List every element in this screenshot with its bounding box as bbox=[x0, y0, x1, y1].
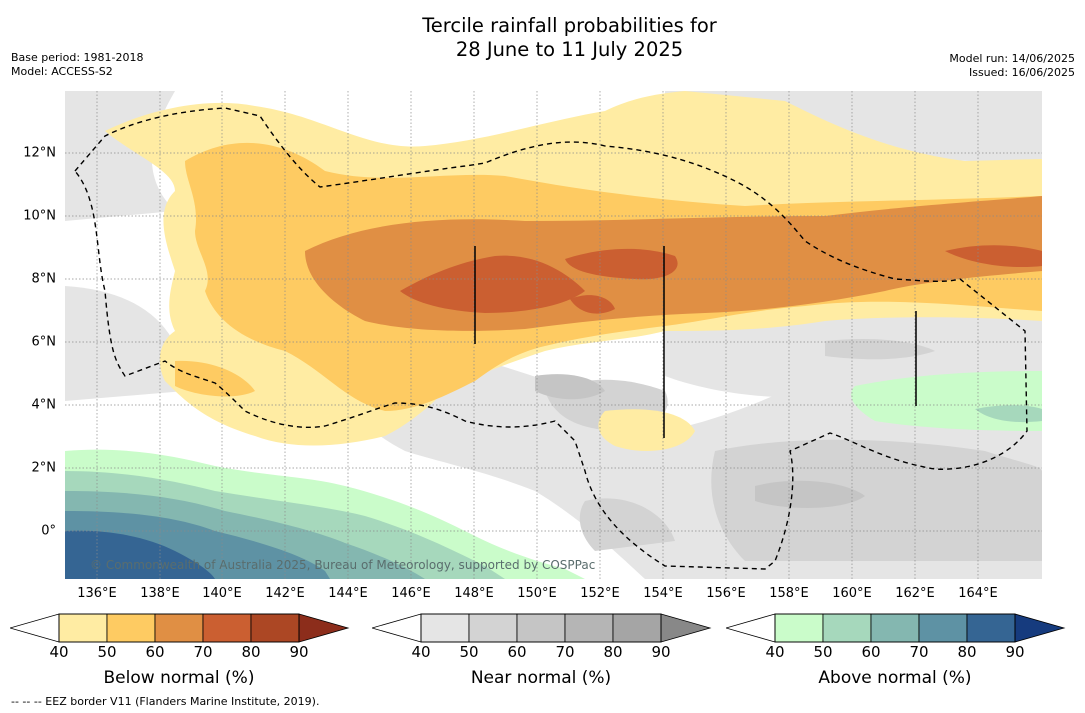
lon-label: 140°E bbox=[202, 586, 242, 601]
colorbar-tick: 90 bbox=[289, 643, 309, 661]
colorbar-swatch bbox=[106, 613, 156, 643]
issued-date: Issued: 16/06/2025 bbox=[968, 65, 1075, 79]
colorbar-swatch bbox=[612, 613, 662, 643]
colorbar-swatch bbox=[870, 613, 920, 643]
lat-label: 0° bbox=[41, 523, 56, 539]
colorbar-tick: 80 bbox=[241, 643, 261, 661]
colorbar-tick: 60 bbox=[507, 643, 527, 661]
gridlines bbox=[65, 91, 1042, 579]
colorbar-tick: 60 bbox=[861, 643, 881, 661]
colorbar-tick: 40 bbox=[49, 643, 69, 661]
colorbar-swatch bbox=[468, 613, 518, 643]
map-title: Tercile rainfall probabilities for 28 Ju… bbox=[0, 14, 1085, 62]
near-normal-dark bbox=[535, 374, 865, 508]
above-normal-colorbar bbox=[726, 613, 1066, 643]
near-normal-colorbar bbox=[372, 613, 712, 643]
colorbar-tick: 40 bbox=[411, 643, 431, 661]
lon-label: 146°E bbox=[391, 586, 431, 601]
lon-label: 148°E bbox=[454, 586, 494, 601]
colorbar-tick: 50 bbox=[459, 643, 479, 661]
colorbar-swatch bbox=[420, 613, 470, 643]
lat-label: 12°N bbox=[23, 145, 56, 161]
eez-footnote: -- -- -- EEZ border V11 (Flanders Marine… bbox=[11, 695, 320, 708]
lat-label: 4°N bbox=[31, 397, 57, 413]
colorbar-swatch bbox=[966, 613, 1016, 643]
colorbar-swatch bbox=[154, 613, 204, 643]
colorbar-swatch bbox=[58, 613, 108, 643]
colorbar-swatch bbox=[918, 613, 968, 643]
colorbar-swatch bbox=[822, 613, 872, 643]
title-line-2: 28 June to 11 July 2025 bbox=[455, 38, 684, 61]
left-metadata: Base period: 1981-2018 Model: ACCESS-S2 bbox=[11, 51, 143, 78]
colorbar-swatch bbox=[774, 613, 824, 643]
colorbar-tick: 70 bbox=[909, 643, 929, 661]
model-name: Model: ACCESS-S2 bbox=[11, 64, 113, 78]
lon-label: 162°E bbox=[895, 586, 935, 601]
colorbar-swatch bbox=[250, 613, 300, 643]
lon-label: 136°E bbox=[77, 586, 117, 601]
copyright-notice: © Commonwealth of Australia 2025, Bureau… bbox=[90, 558, 596, 572]
colorbar-tick: 50 bbox=[813, 643, 833, 661]
below-normal-title: Below normal (%) bbox=[103, 668, 255, 688]
lat-label: 10°N bbox=[23, 208, 56, 224]
lon-label: 158°E bbox=[769, 586, 809, 601]
near-normal-title: Near normal (%) bbox=[470, 668, 612, 688]
lon-label: 160°E bbox=[832, 586, 872, 601]
lon-label: 144°E bbox=[328, 586, 368, 601]
colorbar-swatch bbox=[202, 613, 252, 643]
lon-label: 154°E bbox=[643, 586, 683, 601]
lon-label: 138°E bbox=[140, 586, 180, 601]
colorbar-tick: 70 bbox=[193, 643, 213, 661]
lon-label: 152°E bbox=[580, 586, 620, 601]
colorbar-tick: 90 bbox=[1005, 643, 1025, 661]
colorbar-tick: 70 bbox=[555, 643, 575, 661]
colorbar-tick: 90 bbox=[651, 643, 671, 661]
colorbar-tick: 80 bbox=[603, 643, 623, 661]
colorbar-tick: 50 bbox=[97, 643, 117, 661]
colorbar-tick: 60 bbox=[145, 643, 165, 661]
lat-label: 6°N bbox=[31, 334, 57, 350]
lon-label: 150°E bbox=[517, 586, 557, 601]
eez-vertical-segments bbox=[474, 246, 917, 438]
model-run: Model run: 14/06/2025 bbox=[949, 52, 1075, 65]
eez-border bbox=[74, 107, 1028, 570]
title-line-1: Tercile rainfall probabilities for bbox=[422, 14, 717, 37]
lat-label: 2°N bbox=[31, 460, 57, 476]
colorbar-swatch bbox=[516, 613, 566, 643]
lat-label: 8°N bbox=[31, 271, 57, 287]
lon-label: 156°E bbox=[706, 586, 746, 601]
colorbar-swatch bbox=[564, 613, 614, 643]
lon-label: 142°E bbox=[265, 586, 305, 601]
probability-map bbox=[65, 91, 1042, 579]
lon-label: 164°E bbox=[958, 586, 998, 601]
above-normal-80 bbox=[65, 530, 215, 579]
right-metadata: Model run: 14/06/2025 Issued: 16/06/2025 bbox=[949, 52, 1075, 79]
base-period: Base period: 1981-2018 bbox=[11, 51, 144, 64]
below-normal-colorbar bbox=[10, 613, 350, 643]
above-normal-title: Above normal (%) bbox=[818, 668, 972, 688]
colorbar-tick: 80 bbox=[957, 643, 977, 661]
colorbar-tick: 40 bbox=[765, 643, 785, 661]
below-normal-70 bbox=[400, 245, 1042, 314]
